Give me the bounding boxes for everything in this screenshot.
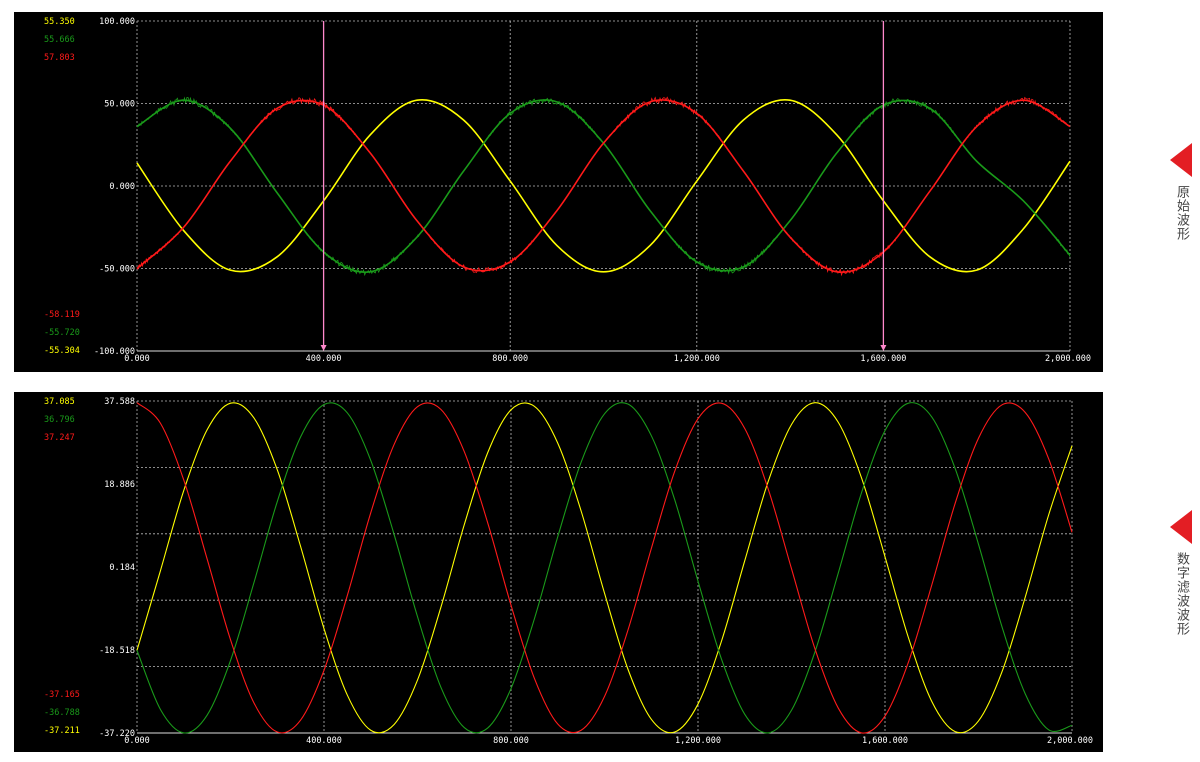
max-readout-yellow: 37.085 [44,397,75,407]
raw-waveform-panel: 100.000 50.000 0.000 -50.000 -100.000 0.000 40… [14,12,1103,372]
y-tick-label: -37.220 [99,729,135,739]
cursor-arrow-icon [320,345,327,351]
side-label-raw[interactable]: 原始波形 [1166,143,1196,241]
max-readout-red: 57.803 [44,53,75,63]
max-readout-green: 36.796 [44,415,75,425]
x-tick-label: 1,200.000 [674,354,720,364]
x-tick-label: 800.000 [492,354,528,364]
x-tick-label: 1,200.000 [675,736,721,746]
y-tick-label: 50.000 [104,100,135,110]
min-readout-yellow: -37.211 [44,726,80,736]
series-noise-red [136,96,1071,277]
y-tick-label: 0.184 [109,563,135,573]
min-readout-green: -36.788 [44,708,80,718]
max-readout-yellow: 55.350 [44,17,75,27]
y-tick-label: -50.000 [99,265,135,275]
x-tick-label: 2,000.000 [1047,736,1093,746]
y-tick-label: 37.588 [104,397,135,407]
cursor-arrow-icon [880,345,887,351]
filtered-waveform-panel: 37.588 18.886 0.184 -18.518 -37.220 0.000 400.… [14,392,1103,752]
series-noise-green [136,96,1071,277]
x-tick-label: 0.000 [124,354,150,364]
triangle-left-icon [1170,510,1192,544]
side-label-text: 数字滤波波形 [1174,552,1189,636]
triangle-left-icon [1170,143,1192,177]
x-tick-label: 800.000 [493,736,529,746]
y-tick-label: 18.886 [104,480,135,490]
y-tick-label: -100.000 [94,347,135,357]
x-tick-label: 0.000 [124,736,150,746]
min-readout-yellow: -55.304 [44,346,80,356]
side-label-filtered[interactable]: 数字滤波波形 [1166,510,1196,636]
x-tick-label: 1,600.000 [862,736,908,746]
x-tick-label: 2,000.000 [1045,354,1091,364]
series-line-yellow [136,402,1073,734]
x-tick-label: 1,600.000 [860,354,906,364]
min-readout-red: -58.119 [44,310,80,320]
y-tick-label: 0.000 [109,182,135,192]
series-line-red [136,402,1073,734]
y-tick-label: 100.000 [99,17,135,27]
series-line-yellow [136,98,1071,273]
min-readout-green: -55.720 [44,328,80,338]
x-tick-label: 400.000 [306,736,342,746]
max-readout-green: 55.666 [44,35,75,45]
x-tick-label: 400.000 [306,354,342,364]
min-readout-red: -37.165 [44,690,80,700]
y-tick-label: -18.518 [99,646,135,656]
series-line-green [136,402,1073,734]
side-label-text: 原始波形 [1174,185,1189,241]
max-readout-red: 37.247 [44,433,75,443]
